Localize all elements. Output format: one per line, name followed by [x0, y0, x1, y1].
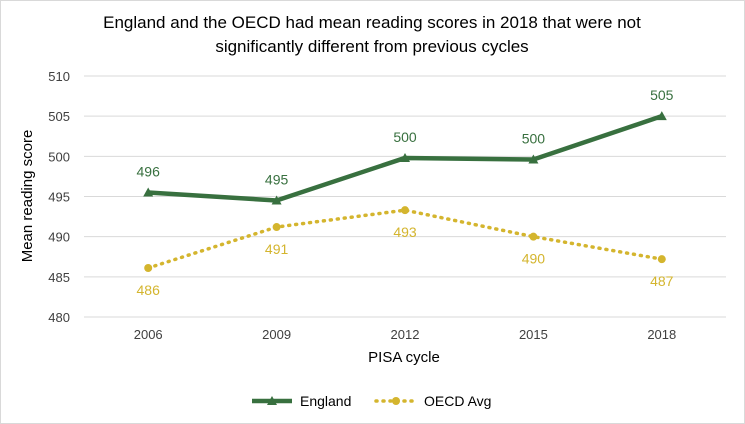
data-point — [657, 255, 666, 264]
data-label: 490 — [522, 251, 546, 267]
x-tick-label: 2015 — [519, 327, 548, 342]
y-tick-label: 490 — [48, 230, 70, 245]
legend-marker — [267, 396, 277, 405]
data-point — [528, 154, 539, 164]
x-tick-label: 2018 — [647, 327, 676, 342]
x-tick-label: 2012 — [391, 327, 420, 342]
legend-label: OECD Avg — [424, 393, 491, 409]
data-point — [656, 111, 667, 121]
data-point — [143, 187, 154, 197]
data-label: 500 — [522, 131, 546, 147]
series-group: 496 495 500 500 505 486 491 493 490 487 — [137, 87, 674, 298]
x-tick-label: 2009 — [262, 327, 291, 342]
legend-marker — [392, 397, 400, 405]
y-axis-label: Mean reading score — [19, 130, 36, 263]
data-point — [144, 263, 153, 272]
data-label: 493 — [393, 224, 417, 240]
x-tick-label: 2006 — [134, 327, 163, 342]
chart-title-line-1: England and the OECD had mean reading sc… — [103, 13, 641, 32]
data-point — [272, 223, 281, 232]
y-tick-label: 510 — [48, 69, 70, 84]
data-label: 505 — [650, 87, 674, 103]
data-label: 496 — [137, 163, 161, 179]
data-point — [400, 152, 410, 162]
data-point — [271, 195, 282, 205]
data-label: 486 — [137, 282, 161, 298]
y-tick-label: 480 — [48, 310, 70, 325]
y-tick-label: 505 — [48, 109, 70, 124]
data-point — [529, 232, 538, 241]
legend-label: England — [300, 393, 351, 409]
data-point — [401, 206, 409, 215]
chart-title-line-2: significantly different from previous cy… — [215, 37, 528, 56]
x-axis-ticks: 2006 2009 2012 2015 2018 — [134, 327, 677, 342]
y-axis-ticks: 480 485 490 495 500 505 510 — [48, 69, 70, 325]
data-label: 500 — [393, 129, 417, 145]
y-tick-label: 485 — [48, 270, 70, 285]
y-tick-label: 500 — [48, 149, 70, 164]
legend: England OECD Avg — [252, 393, 491, 409]
x-axis-label: PISA cycle — [368, 349, 440, 366]
y-tick-label: 495 — [48, 190, 70, 205]
data-label: 491 — [265, 241, 289, 257]
data-label: 487 — [650, 273, 674, 289]
data-label: 495 — [265, 172, 289, 188]
